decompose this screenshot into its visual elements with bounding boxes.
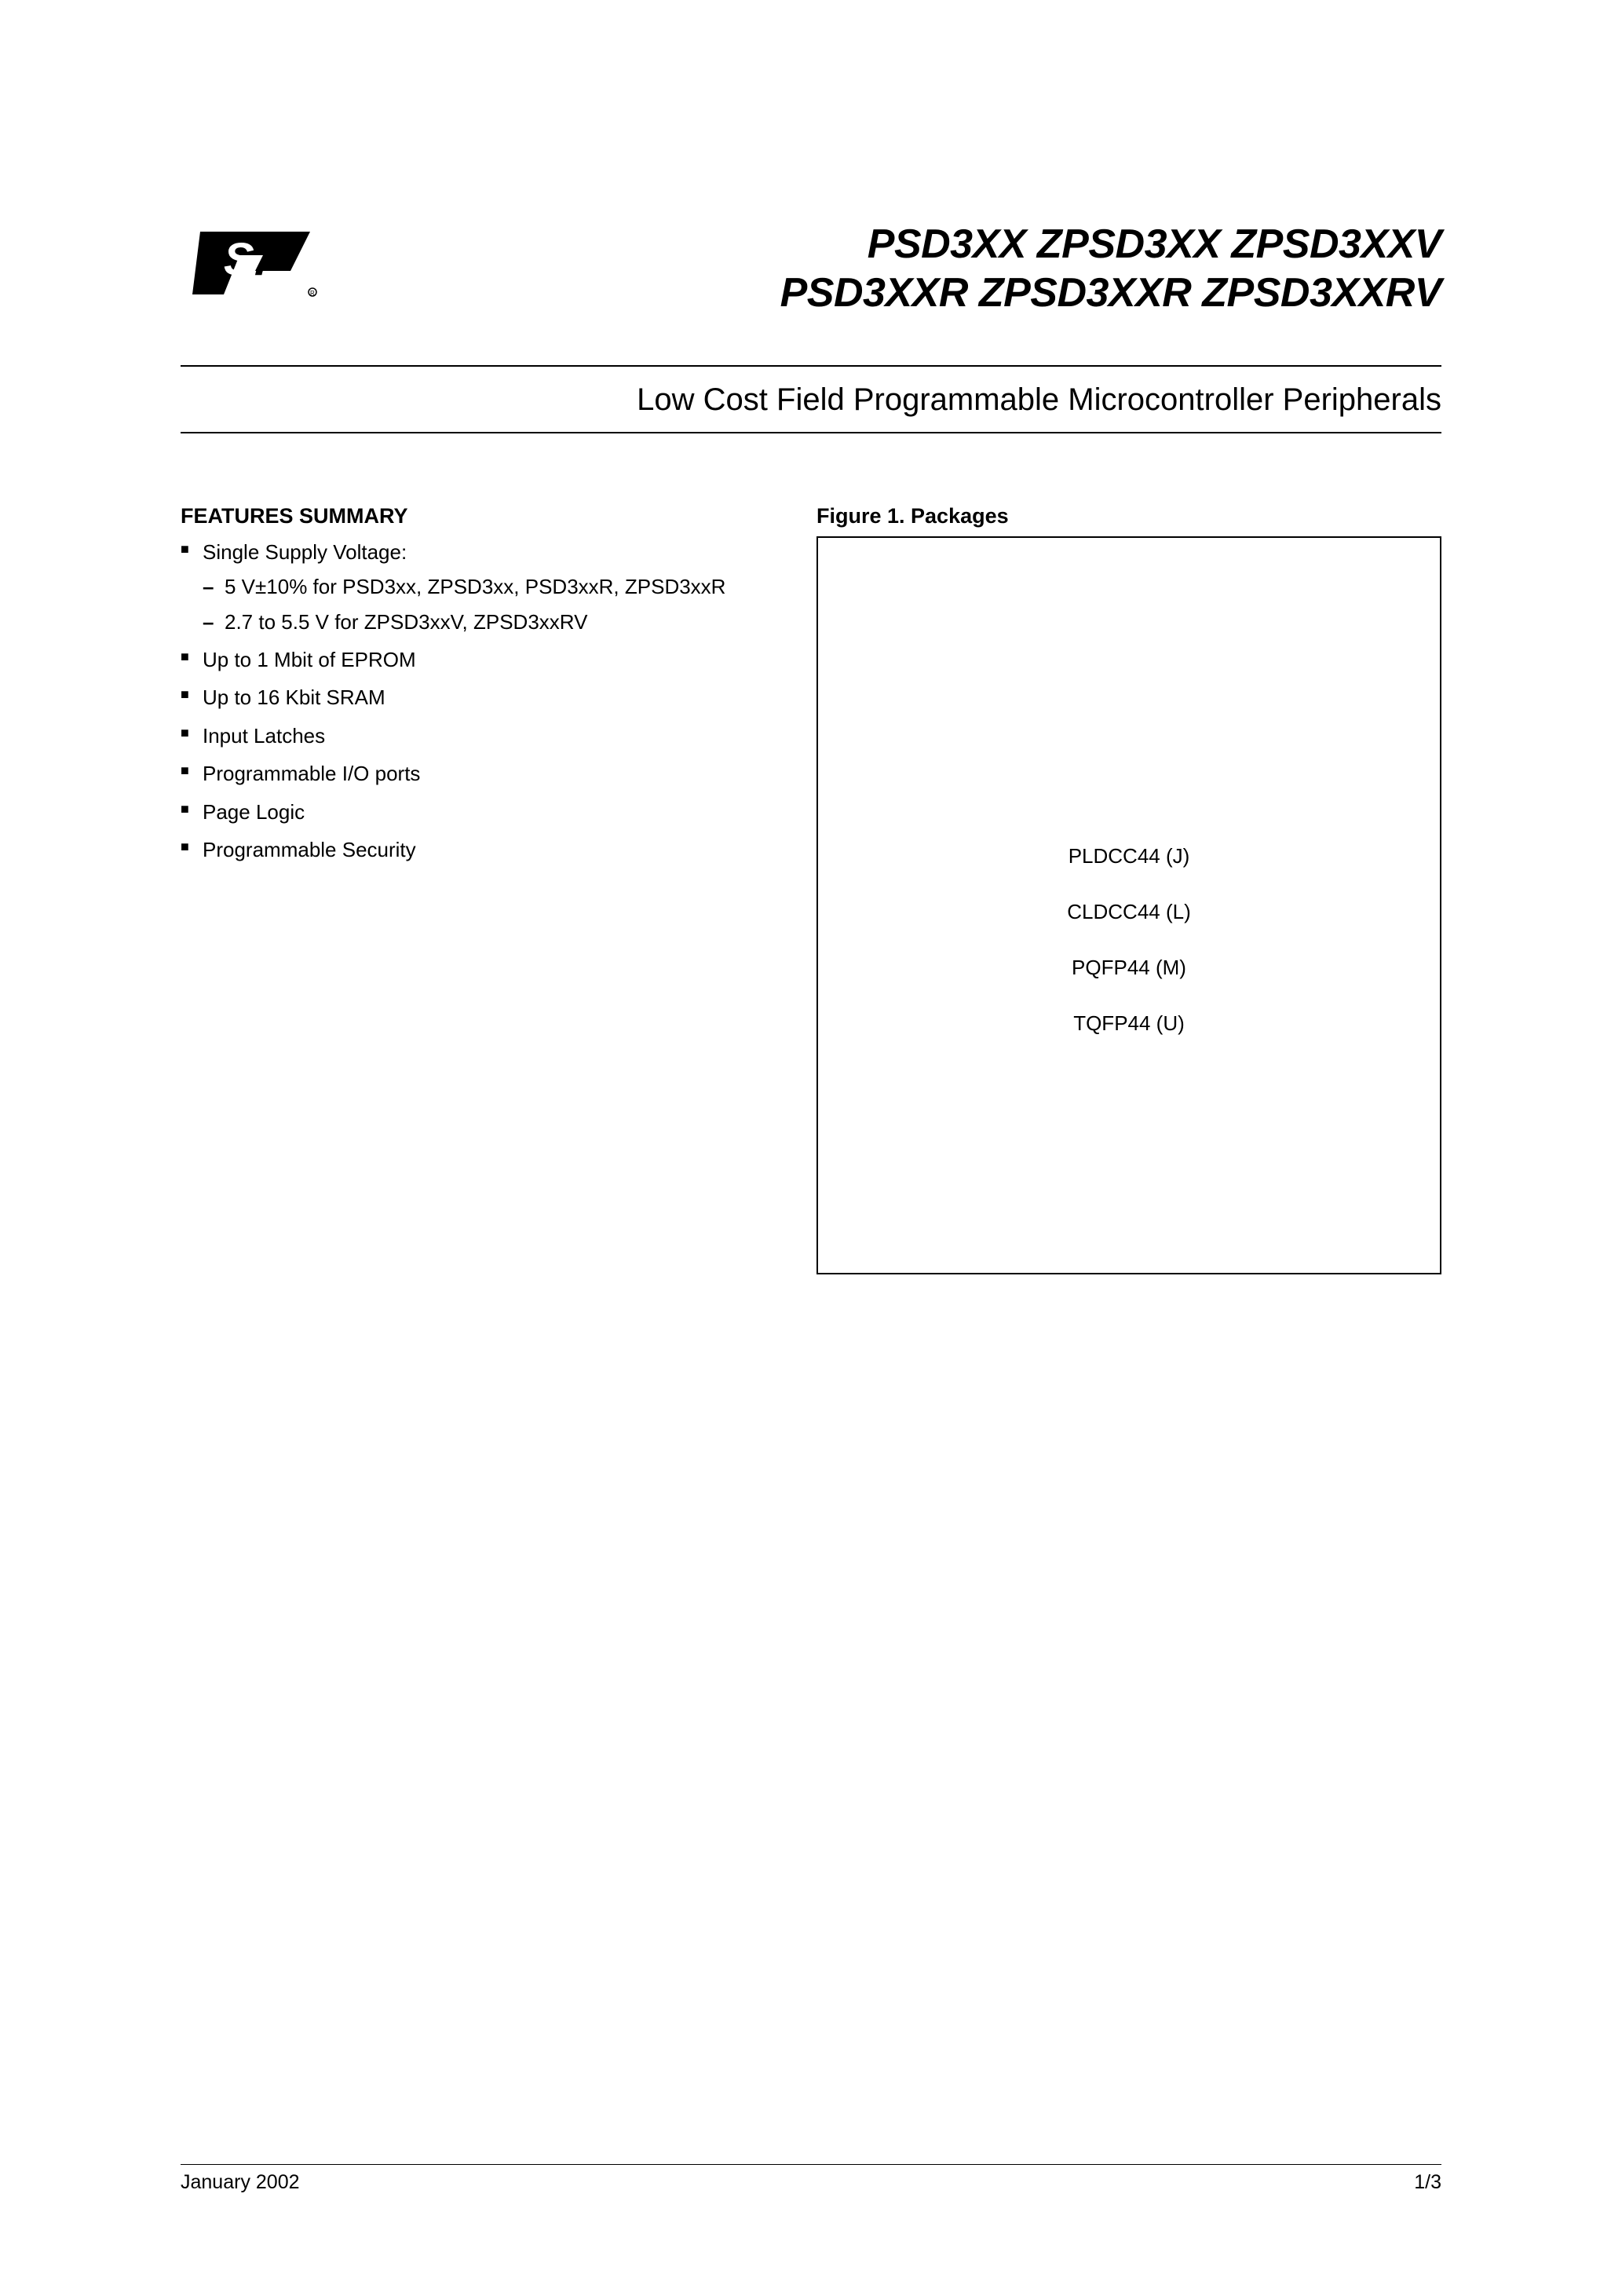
package-label: CLDCC44 (L) [1067,900,1191,924]
title-line-1: PSD3XX ZPSD3XX ZPSD3XXV [353,220,1441,269]
content-row: FEATURES SUMMARY Single Supply Voltage: … [181,504,1441,1274]
figure-box: PLDCC44 (J) CLDCC44 (L) PQFP44 (M) TQFP4… [816,536,1441,1274]
feature-text: Up to 16 Kbit SRAM [203,686,385,709]
feature-subitem: 5 V±10% for PSD3xx, ZPSD3xx, PSD3xxR, ZP… [203,572,777,601]
package-label: PLDCC44 (J) [1067,844,1191,868]
feature-item: Programmable I/O ports [181,759,777,788]
svg-text:R: R [310,290,315,297]
subtitle-row: Low Cost Field Programmable Microcontrol… [181,365,1441,433]
package-label: PQFP44 (M) [1067,956,1191,980]
subtitle-text: Low Cost Field Programmable Microcontrol… [637,382,1441,417]
svg-text:S: S [224,234,254,285]
features-list: Single Supply Voltage: 5 V±10% for PSD3x… [181,538,777,865]
feature-text: Programmable I/O ports [203,762,420,785]
svg-text:7: 7 [251,234,279,285]
package-label: TQFP44 (U) [1067,1011,1191,1036]
feature-item: Programmable Security [181,835,777,864]
feature-text: Up to 1 Mbit of EPROM [203,648,416,671]
title-block: PSD3XX ZPSD3XX ZPSD3XXV PSD3XXR ZPSD3XXR… [353,220,1441,318]
header-row: S 7 R PSD3XX ZPSD3XX ZPSD3XXV PSD3XXR ZP… [181,220,1441,318]
package-labels: PLDCC44 (J) CLDCC44 (L) PQFP44 (M) TQFP4… [1067,844,1191,1067]
feature-text: Input Latches [203,724,325,748]
title-line-2: PSD3XXR ZPSD3XXR ZPSD3XXRV [353,269,1441,317]
feature-item: Input Latches [181,722,777,750]
feature-item: Up to 16 Kbit SRAM [181,683,777,711]
footer-page: 1/3 [1414,2171,1441,2194]
feature-text: Single Supply Voltage: [203,540,407,564]
figure-column: Figure 1. Packages PLDCC44 (J) CLDCC44 (… [816,504,1441,1274]
feature-text: Page Logic [203,800,305,824]
features-heading: FEATURES SUMMARY [181,504,777,528]
feature-item: Up to 1 Mbit of EPROM [181,645,777,674]
st-logo-icon: S 7 R [181,220,322,306]
feature-text: Programmable Security [203,838,416,861]
footer-row: January 2002 1/3 [181,2164,1441,2194]
feature-subitem: 2.7 to 5.5 V for ZPSD3xxV, ZPSD3xxRV [203,608,777,636]
feature-sublist: 5 V±10% for PSD3xx, ZPSD3xx, PSD3xxR, ZP… [203,572,777,636]
feature-item: Single Supply Voltage: 5 V±10% for PSD3x… [181,538,777,636]
features-column: FEATURES SUMMARY Single Supply Voltage: … [181,504,777,874]
st-logo: S 7 R [181,220,322,310]
feature-item: Page Logic [181,798,777,826]
figure-caption: Figure 1. Packages [816,504,1441,528]
footer-date: January 2002 [181,2171,300,2194]
